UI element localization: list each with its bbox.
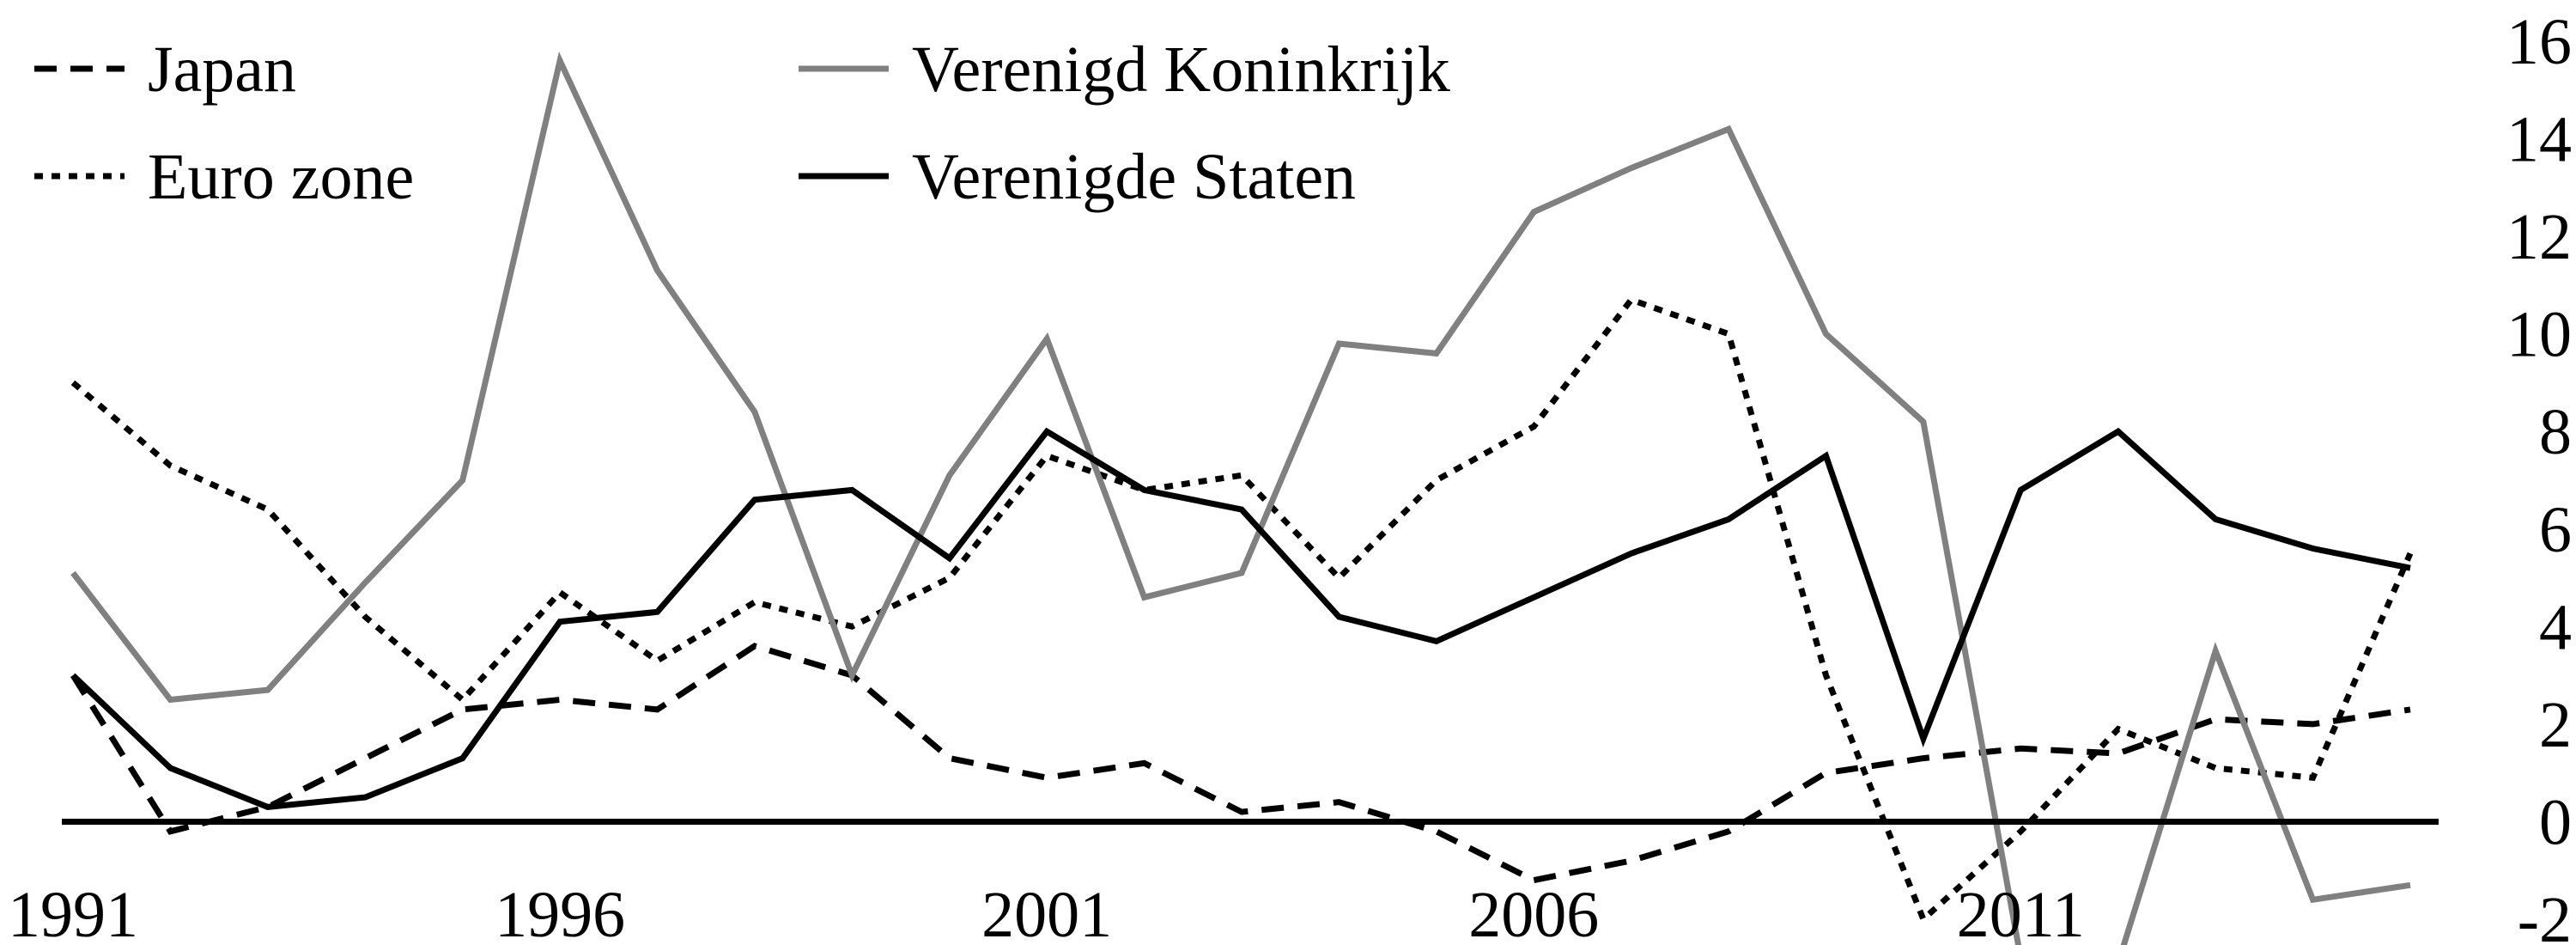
y-tick-label: 12: [2506, 201, 2572, 273]
x-tick-label: 2006: [1468, 879, 1599, 945]
legend-label-japan: Japan: [148, 34, 296, 106]
x-tick-label: 1991: [8, 879, 138, 945]
series-line-japan: [70, 643, 2411, 884]
legend-label-verenigd-koninkrijk: Verenigd Koninkrijk: [912, 34, 1450, 106]
x-tick-label: 2001: [981, 879, 1112, 945]
series-line-verenigd-koninkrijk: [70, 52, 2411, 945]
y-tick-labels: -2 0 2 4 6 8 10 12 14 16: [2506, 6, 2572, 945]
y-tick-label: 8: [2539, 396, 2572, 468]
y-tick-label: 4: [2539, 591, 2572, 663]
series-layer: [70, 52, 2414, 945]
legend-label-verenigde-staten: Verenigde Staten: [912, 141, 1356, 213]
x-tick-label: 2011: [1957, 879, 2085, 945]
x-tick-label: 1996: [495, 879, 625, 945]
y-tick-label: 0: [2539, 786, 2572, 858]
y-tick-label: 16: [2506, 6, 2572, 78]
series-line-euro-zone: [70, 296, 2414, 924]
y-tick-label: 6: [2539, 494, 2572, 566]
legend-label-euro-zone: Euro zone: [148, 141, 414, 213]
y-tick-label: 14: [2506, 104, 2572, 176]
x-tick-labels: 1991 1996 2001 2006 2011: [8, 879, 2085, 945]
y-tick-label: -2: [2518, 884, 2572, 945]
legend: Japan Euro zone Verenigd Koninkrijk Verenig…: [34, 34, 1450, 213]
y-tick-label: 2: [2539, 689, 2572, 761]
series-line-verenigde-staten: [70, 427, 2411, 810]
y-tick-label: 10: [2506, 299, 2572, 371]
